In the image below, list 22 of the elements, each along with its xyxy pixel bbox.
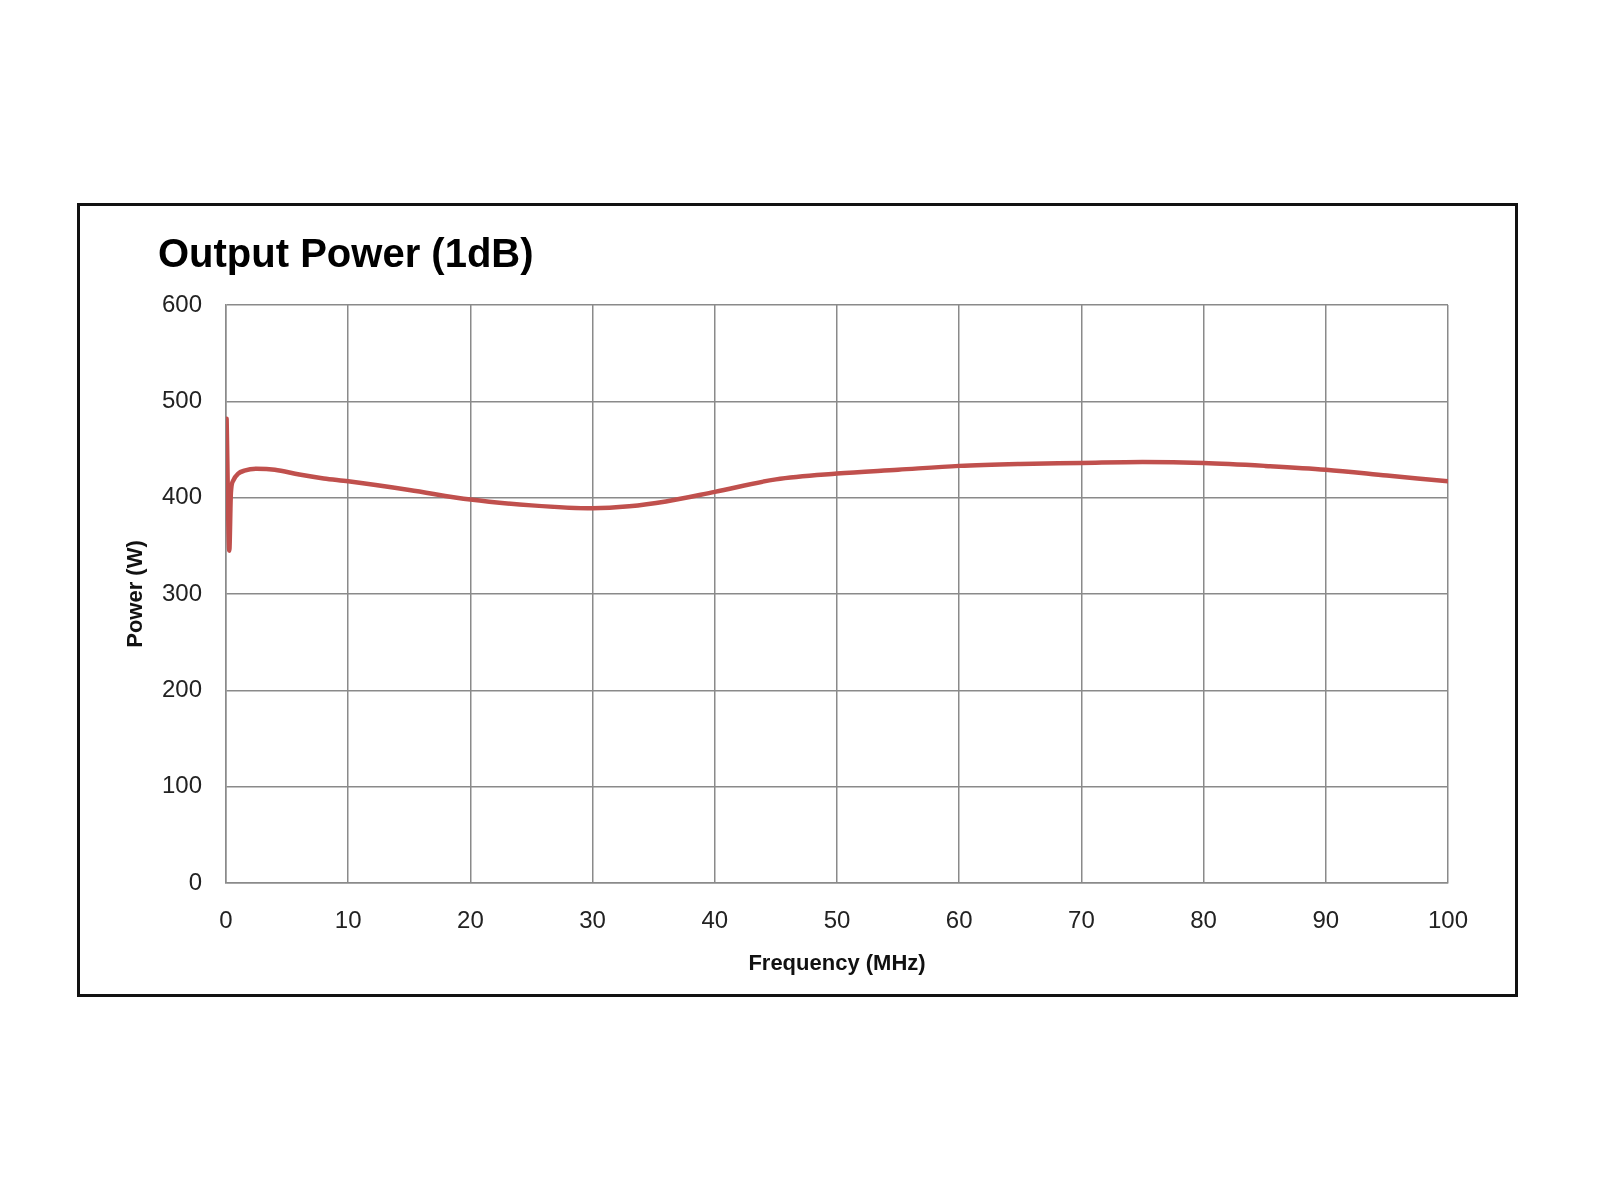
y-tick-label: 400 — [161, 482, 202, 510]
x-tick-label: 100 — [1427, 906, 1469, 934]
chart-title: Output Power (1dB) — [158, 230, 534, 276]
x-tick-label: 30 — [579, 906, 606, 934]
y-tick-label: 300 — [161, 578, 202, 606]
x-tick-label: 70 — [1068, 906, 1095, 934]
y-tick-label: 100 — [161, 771, 202, 799]
x-tick-label: 80 — [1190, 906, 1217, 934]
y-tick-label: 500 — [161, 385, 202, 413]
y-tick-label: 0 — [188, 867, 202, 895]
line-series — [226, 416, 1448, 553]
y-axis-title: Power (W) — [122, 540, 148, 648]
x-axis-title: Frequency (MHz) — [748, 949, 926, 975]
x-tick-label: 90 — [1312, 906, 1340, 934]
x-tick-label: 40 — [701, 906, 729, 934]
x-tick-label: 10 — [334, 906, 362, 934]
x-tick-label: 0 — [219, 906, 233, 934]
x-tick-label: 50 — [823, 906, 851, 934]
x-tick-label: 60 — [945, 906, 973, 934]
y-tick-label: 600 — [161, 289, 202, 317]
y-tick-label: 200 — [161, 674, 202, 702]
x-tick-label: 20 — [457, 906, 484, 934]
